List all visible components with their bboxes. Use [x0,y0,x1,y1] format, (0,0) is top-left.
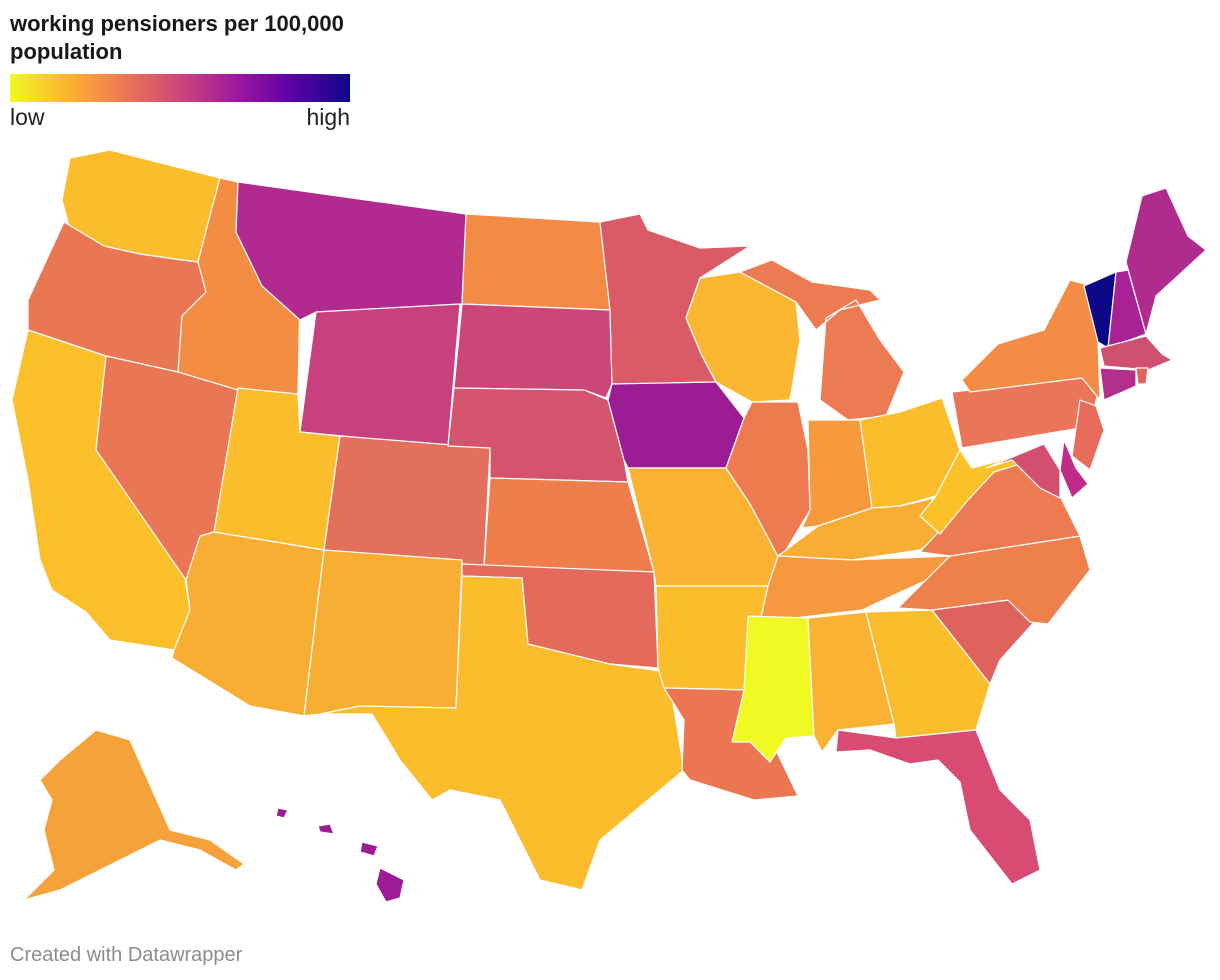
state-new-mexico[interactable] [303,549,463,717]
chart-credit: Created with Datawrapper [10,944,243,966]
legend-low-label: low [10,104,45,130]
legend-color-scale [10,74,350,102]
state-colorado[interactable] [323,435,491,567]
state-new-jersey[interactable] [1071,399,1105,471]
state-massachusetts[interactable] [1099,335,1173,371]
state-michigan[interactable] [739,259,905,421]
state-alaska[interactable] [23,729,245,901]
state-south-dakota[interactable] [453,303,613,399]
state-arizona[interactable] [171,531,325,717]
state-hawaii[interactable] [275,807,405,903]
state-florida[interactable] [835,729,1041,885]
legend-high-label: high [306,104,350,130]
map-title: working pensioners per 100,000 populatio… [10,11,344,64]
state-iowa[interactable] [607,381,745,469]
state-connecticut[interactable] [1099,367,1137,401]
state-kansas[interactable] [483,477,655,573]
state-maine[interactable] [1125,187,1207,335]
state-delaware[interactable] [1059,439,1089,499]
state-texas[interactable] [319,575,685,891]
state-maryland[interactable] [985,443,1061,499]
state-wyoming[interactable] [299,303,461,447]
state-north-dakota[interactable] [461,213,611,311]
state-rhode-island[interactable] [1135,367,1149,385]
state-west-virginia[interactable] [919,449,1021,535]
